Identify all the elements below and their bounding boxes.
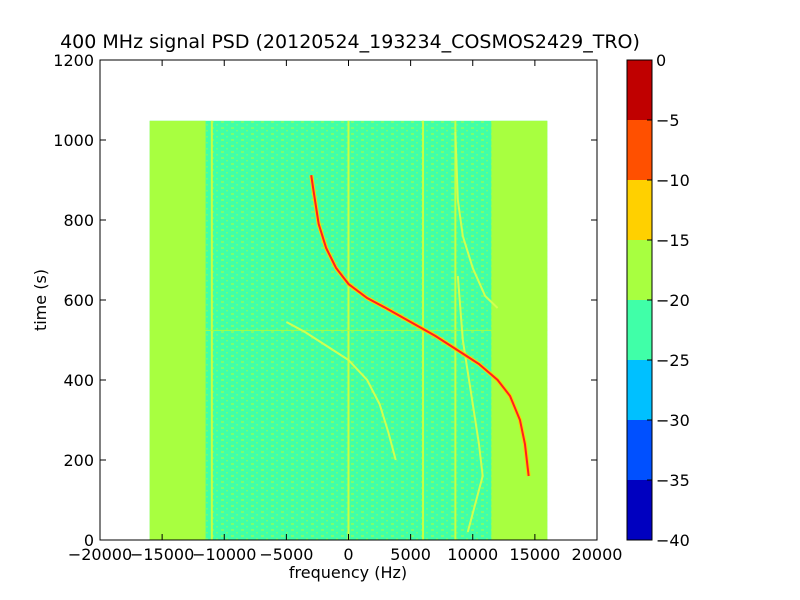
colorbar-tick-label: −20 xyxy=(656,291,690,310)
x-tick-label: 15000 xyxy=(509,545,560,564)
main-trace xyxy=(310,175,530,477)
x-tick-label: 0 xyxy=(343,545,353,564)
secondary-trace-2 xyxy=(456,275,484,533)
colorbar-tick-label: −40 xyxy=(656,531,690,550)
x-tick-label: −20000 xyxy=(68,545,132,564)
colorbar-level-3 xyxy=(627,300,652,360)
y-tick-label: 200 xyxy=(63,451,94,470)
y-axis-label: time (s) xyxy=(31,269,50,331)
y-tick-label: 400 xyxy=(63,371,94,390)
plot-area xyxy=(149,120,548,541)
x-tick-label: 5000 xyxy=(390,545,431,564)
y-tick-label: 0 xyxy=(84,531,94,550)
colorbar-level-5 xyxy=(627,180,652,240)
y-tick-label: 800 xyxy=(63,211,94,230)
secondary-trace-0 xyxy=(285,321,397,461)
colorbar-level-4 xyxy=(627,240,652,300)
x-tick-label: 20000 xyxy=(572,545,623,564)
colorbar-tick-label: 0 xyxy=(656,51,666,70)
colorbar-tick-label: −30 xyxy=(656,411,690,430)
y-tick-label: 1200 xyxy=(53,51,94,70)
axes: −20000−15000−10000 −5000 0 5000 10000 15000 20… xyxy=(53,51,622,564)
x-tick-label: −5000 xyxy=(259,545,313,564)
colorbar-level-0 xyxy=(627,480,652,540)
x-tick-label: −10000 xyxy=(192,545,256,564)
colorbar-level-1 xyxy=(627,420,652,480)
secondary-trace-1 xyxy=(454,131,499,309)
colorbar-tick-label: −25 xyxy=(656,351,690,370)
x-axis-label: frequency (Hz) xyxy=(289,563,407,582)
y-tick-label: 1000 xyxy=(53,131,94,150)
colorbar-tick-label: −15 xyxy=(656,231,690,250)
colorbar-level-6 xyxy=(627,120,652,180)
colorbar-tick-label: −5 xyxy=(656,111,680,130)
colorbar: 0 −5 −10 −15 −20 −25 −30 −35 −40 xyxy=(626,51,690,550)
colorbar-tick-label: −10 xyxy=(656,171,690,190)
y-tick-label: 600 xyxy=(63,291,94,310)
chart-title: 400 MHz signal PSD (20120524_193234_COSM… xyxy=(60,31,640,53)
colorbar-level-7 xyxy=(627,60,652,120)
x-tick-label: 10000 xyxy=(447,545,498,564)
x-tick-label: −15000 xyxy=(130,545,194,564)
colorbar-tick-label: −35 xyxy=(656,471,690,490)
colorbar-level-2 xyxy=(627,360,652,420)
